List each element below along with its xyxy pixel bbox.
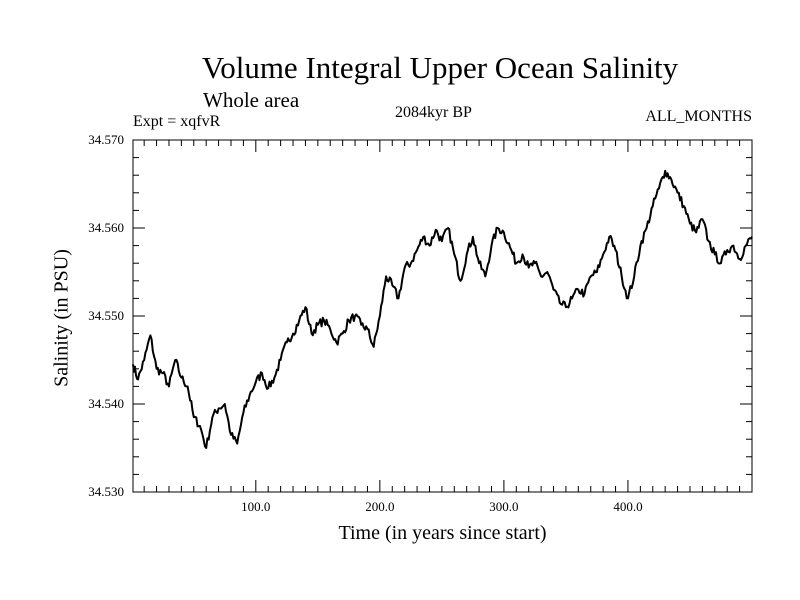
chart-subtitle: Whole area [203, 88, 300, 112]
y-tick-labels: 34.530 34.540 34.550 34.560 34.570 [88, 132, 124, 499]
chart-title: Volume Integral Upper Ocean Salinity [201, 50, 679, 85]
y-tick-label: 34.570 [88, 132, 124, 147]
y-tick-label: 34.530 [88, 484, 124, 499]
y-tick-label: 34.540 [88, 396, 124, 411]
period-label: 2084kyr BP [395, 104, 472, 121]
plot-area-frame [132, 139, 753, 493]
x-tick-label: 300.0 [489, 499, 518, 514]
x-tick-label: 100.0 [241, 499, 270, 514]
x-tick-labels: 100.0 200.0 300.0 400.0 [241, 499, 642, 514]
axis-ticks [133, 139, 752, 493]
experiment-label: Expt = xqfvR [133, 113, 221, 130]
y-tick-label: 34.550 [88, 308, 124, 323]
months-label: ALL_MONTHS [645, 108, 752, 125]
y-axis-label: Salinity (in PSU) [50, 249, 73, 387]
x-tick-label: 400.0 [613, 499, 642, 514]
y-tick-label: 34.560 [88, 220, 124, 235]
x-tick-label: 200.0 [365, 499, 394, 514]
salinity-series-line [132, 169, 753, 449]
x-axis-label: Time (in years since start) [338, 522, 547, 544]
